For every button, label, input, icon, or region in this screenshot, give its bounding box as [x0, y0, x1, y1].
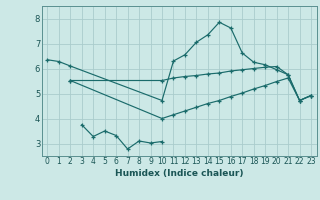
X-axis label: Humidex (Indice chaleur): Humidex (Indice chaleur)	[115, 169, 244, 178]
